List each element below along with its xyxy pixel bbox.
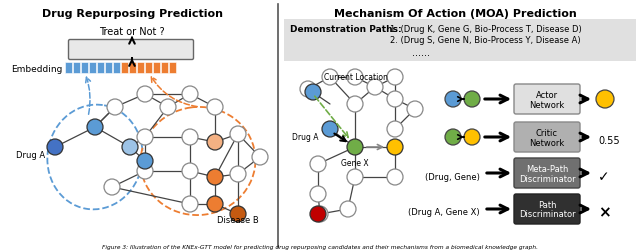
- Text: ✓: ✓: [598, 169, 610, 183]
- Bar: [105, 63, 112, 74]
- Circle shape: [407, 102, 423, 117]
- Circle shape: [387, 169, 403, 185]
- Circle shape: [387, 139, 403, 155]
- Circle shape: [387, 121, 403, 137]
- Circle shape: [305, 85, 321, 101]
- Circle shape: [230, 166, 246, 182]
- Circle shape: [207, 100, 223, 115]
- Text: ......: ......: [412, 48, 430, 58]
- Circle shape: [445, 92, 461, 108]
- Bar: [121, 63, 128, 74]
- Circle shape: [230, 127, 246, 142]
- Circle shape: [182, 130, 198, 145]
- Text: Discriminator: Discriminator: [518, 210, 575, 219]
- Circle shape: [367, 80, 383, 96]
- Bar: [65, 63, 72, 74]
- Circle shape: [310, 156, 326, 172]
- Bar: [169, 63, 176, 74]
- Text: Discriminator: Discriminator: [518, 174, 575, 183]
- Circle shape: [464, 130, 480, 145]
- Circle shape: [47, 139, 63, 155]
- Text: Gene X: Gene X: [341, 158, 369, 167]
- Bar: [113, 63, 120, 74]
- Text: Embedding: Embedding: [11, 64, 62, 73]
- Circle shape: [340, 201, 356, 217]
- FancyBboxPatch shape: [284, 20, 636, 62]
- Circle shape: [464, 92, 480, 108]
- Circle shape: [310, 186, 326, 202]
- Text: Meta-Path: Meta-Path: [526, 165, 568, 174]
- FancyBboxPatch shape: [514, 85, 580, 115]
- Bar: [137, 63, 144, 74]
- Circle shape: [87, 119, 103, 136]
- Bar: [161, 63, 168, 74]
- Circle shape: [310, 206, 326, 222]
- Text: Disease B: Disease B: [217, 215, 259, 224]
- Circle shape: [182, 163, 198, 179]
- Bar: [97, 63, 104, 74]
- FancyBboxPatch shape: [514, 158, 580, 188]
- Text: Current Location: Current Location: [324, 73, 388, 82]
- Circle shape: [312, 206, 328, 222]
- Text: (Drug A, Gene X): (Drug A, Gene X): [408, 208, 480, 217]
- Circle shape: [107, 100, 123, 115]
- Circle shape: [387, 92, 403, 108]
- Text: Drug A: Drug A: [292, 133, 319, 141]
- Text: 2. (Drug S, Gene N, Bio-Process Y, Disease A): 2. (Drug S, Gene N, Bio-Process Y, Disea…: [390, 36, 580, 45]
- Text: 1. (Drug K, Gene G, Bio-Process T, Disease D): 1. (Drug K, Gene G, Bio-Process T, Disea…: [390, 25, 582, 34]
- Text: 0.55: 0.55: [598, 136, 620, 145]
- Bar: [81, 63, 88, 74]
- Text: Treat or Not ?: Treat or Not ?: [99, 27, 165, 37]
- Circle shape: [347, 97, 363, 113]
- Text: Random Forest Classifier: Random Forest Classifier: [79, 46, 184, 55]
- Text: Actor: Actor: [536, 91, 558, 100]
- Circle shape: [207, 135, 223, 150]
- Circle shape: [104, 179, 120, 195]
- Circle shape: [347, 139, 363, 155]
- Text: Path: Path: [538, 201, 556, 210]
- Text: Figure 3: Illustration of the KNEx-GTT model for predicting drug repurposing can: Figure 3: Illustration of the KNEx-GTT m…: [102, 244, 538, 249]
- Bar: [73, 63, 80, 74]
- Circle shape: [122, 139, 138, 155]
- Text: Demonstration Paths:: Demonstration Paths:: [290, 25, 402, 34]
- Circle shape: [230, 206, 246, 222]
- Bar: [153, 63, 160, 74]
- Text: Network: Network: [529, 138, 564, 147]
- Bar: [89, 63, 96, 74]
- Text: Drug A: Drug A: [16, 150, 45, 159]
- Circle shape: [137, 130, 153, 145]
- Circle shape: [347, 70, 363, 86]
- Circle shape: [322, 121, 338, 137]
- Circle shape: [252, 149, 268, 165]
- Circle shape: [137, 87, 153, 103]
- FancyBboxPatch shape: [514, 194, 580, 224]
- Circle shape: [596, 91, 614, 109]
- Circle shape: [300, 82, 316, 98]
- Bar: [129, 63, 136, 74]
- Text: Drug Repurposing Prediction: Drug Repurposing Prediction: [42, 9, 223, 19]
- Text: Network: Network: [529, 100, 564, 109]
- Text: ×: ×: [598, 205, 611, 220]
- FancyBboxPatch shape: [514, 122, 580, 152]
- Circle shape: [207, 169, 223, 185]
- Circle shape: [322, 70, 338, 86]
- Circle shape: [137, 153, 153, 169]
- Circle shape: [182, 196, 198, 212]
- Circle shape: [137, 163, 153, 179]
- Text: Mechanism Of Action (MOA) Prediction: Mechanism Of Action (MOA) Prediction: [333, 9, 577, 19]
- Text: (Drug, Gene): (Drug, Gene): [425, 172, 480, 181]
- Circle shape: [387, 70, 403, 86]
- Circle shape: [445, 130, 461, 145]
- FancyBboxPatch shape: [68, 40, 193, 60]
- Bar: [145, 63, 152, 74]
- Circle shape: [182, 87, 198, 103]
- Circle shape: [347, 169, 363, 185]
- Circle shape: [207, 196, 223, 212]
- Text: Critic: Critic: [536, 129, 558, 138]
- Circle shape: [160, 100, 176, 115]
